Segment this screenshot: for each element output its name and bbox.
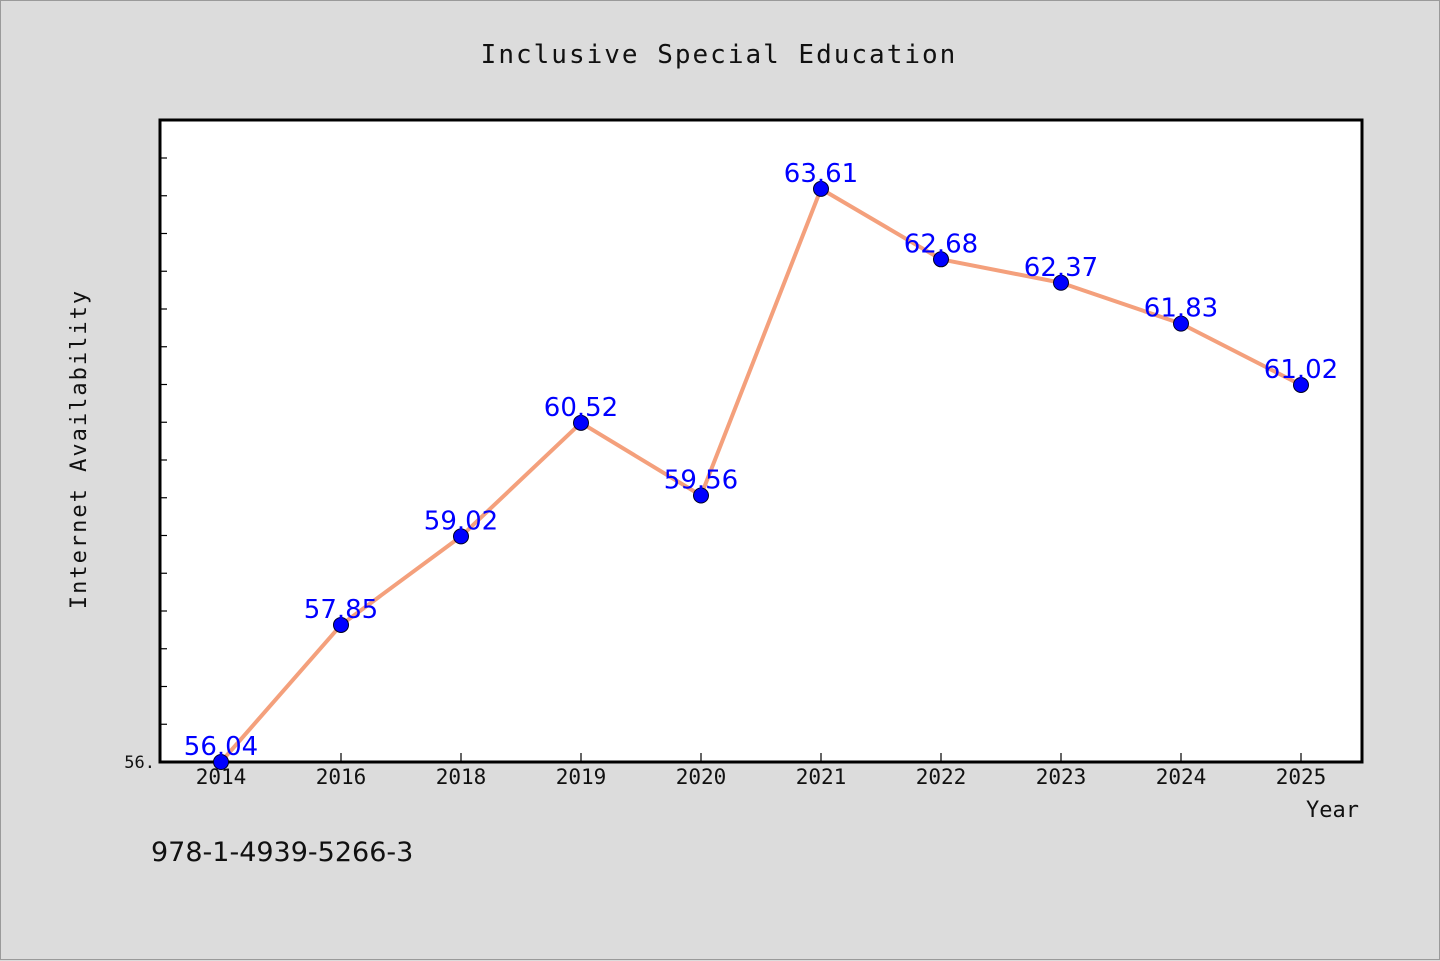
plot-area [158, 118, 1364, 764]
y-tick-label: 56. [124, 753, 155, 773]
series-layer: 56.04 57.85 59.02 60.52 59.56 63.61 62.68 62.37… [184, 159, 1338, 770]
data-point [453, 528, 469, 545]
data-point [933, 251, 949, 268]
x-tick-label: 2019 [556, 765, 607, 789]
x-tick-label: 2025 [1276, 765, 1327, 789]
x-tick-label: 2020 [676, 765, 727, 789]
x-tick-label: 2021 [796, 765, 847, 789]
data-label: 63.61 [784, 159, 858, 189]
x-tick-label: 2016 [316, 765, 367, 789]
x-tick-label: 2024 [1156, 765, 1207, 789]
data-point [1293, 376, 1309, 393]
data-label: 57.85 [304, 595, 378, 625]
data-label: 61.02 [1264, 355, 1338, 385]
isbn-code: 978-1-4939-5266-3 [151, 837, 414, 868]
data-label: 62.68 [904, 229, 978, 259]
data-label: 59.02 [424, 506, 498, 536]
y-axis-ticks [160, 157, 167, 725]
data-label: 61.83 [1144, 294, 1218, 324]
data-label: 59.56 [664, 466, 738, 496]
data-point [573, 414, 589, 431]
x-axis-ticks: 2014 2016 2018 2019 2020 2021 2022 2023 2024 2025 [196, 753, 1327, 789]
x-axis-label: Year [1306, 798, 1359, 823]
data-point [1173, 315, 1189, 332]
x-tick-label: 2022 [916, 765, 967, 789]
data-label: 62.37 [1024, 253, 1098, 283]
data-point [1053, 274, 1069, 291]
data-label: 56.04 [184, 732, 258, 762]
series-line [219, 186, 1303, 764]
data-point [693, 487, 709, 504]
x-tick-label: 2023 [1036, 765, 1087, 789]
data-point [213, 754, 229, 770]
x-tick-label: 2018 [436, 765, 487, 789]
y-axis-label: Internet Availability [67, 289, 92, 609]
data-point [333, 616, 349, 633]
data-point [813, 180, 829, 197]
data-label: 60.52 [544, 393, 618, 423]
chart-title: Inclusive Special Education [481, 40, 958, 70]
